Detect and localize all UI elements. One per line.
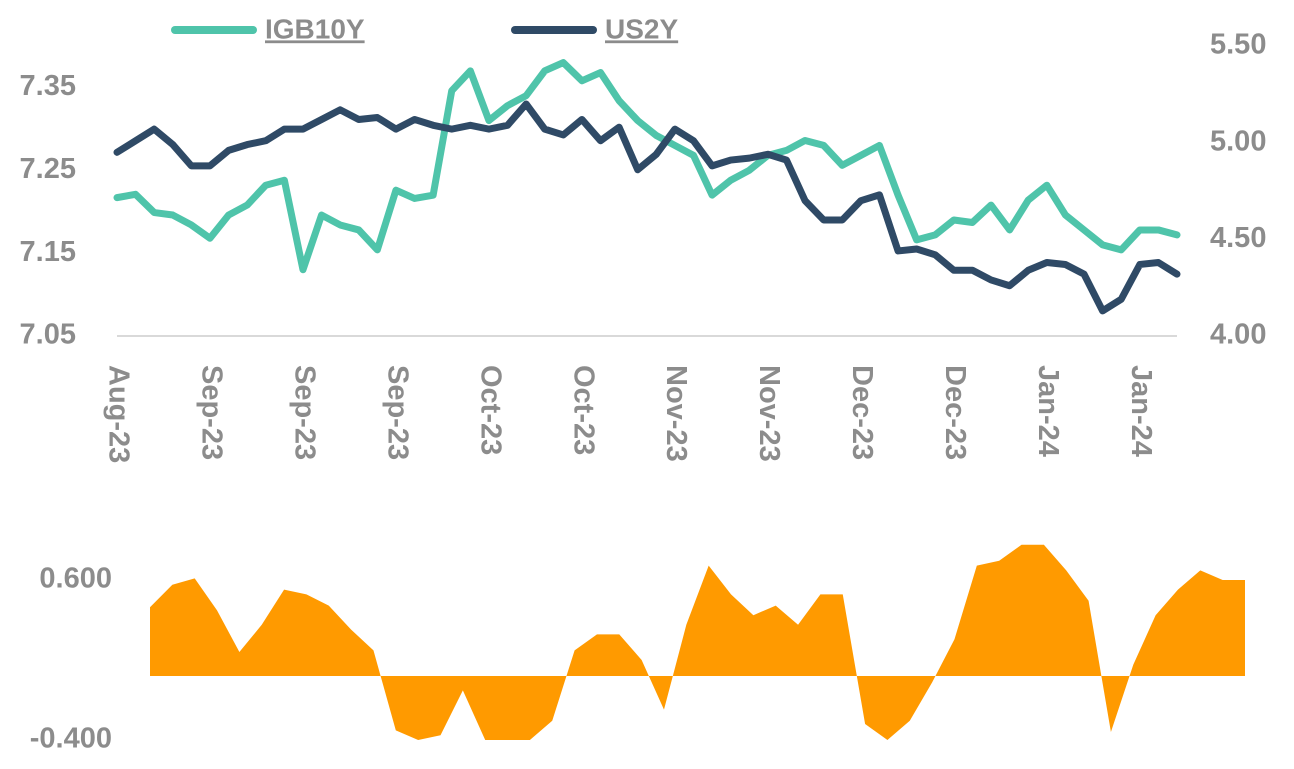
x-tick-label: Aug-23 — [102, 365, 134, 463]
legend-label: IGB10Y — [265, 13, 365, 44]
x-tick-label: Nov-23 — [753, 365, 785, 462]
y-tick-label: 7.35 — [20, 70, 76, 102]
y-tick-label: 0.600 — [39, 563, 112, 595]
x-tick-label: Sep-23 — [381, 365, 413, 460]
x-tick-label: Jan-24 — [1032, 365, 1064, 457]
y2-tick-label: 4.00 — [1210, 319, 1266, 351]
x-tick-label: Dec-23 — [846, 365, 878, 460]
y-tick-label: 7.05 — [20, 319, 76, 351]
y-tick-label: 7.25 — [20, 153, 76, 185]
x-tick-label: Sep-23 — [195, 365, 227, 460]
x-tick-label: Jan-24 — [1125, 365, 1157, 457]
x-tick-label: Oct-23 — [474, 365, 506, 455]
series-line — [113, 59, 1181, 274]
y2-tick-label: 4.50 — [1210, 222, 1266, 254]
y2-tick-label: 5.00 — [1210, 125, 1266, 157]
legend-label: US2Y — [605, 13, 678, 44]
x-tick-label: Dec-23 — [939, 365, 971, 460]
y-tick-label: -0.400 — [30, 723, 112, 755]
y2-tick-label: 5.50 — [1210, 29, 1266, 61]
x-tick-label: Sep-23 — [288, 365, 320, 460]
area — [150, 544, 1245, 740]
x-tick-label: Nov-23 — [660, 365, 692, 462]
y-tick-label: 7.15 — [20, 236, 76, 268]
x-axis-labels: Aug-23 Sep-23 Sep-23 Sep-23 Oct-23 Oct-23 Nov-… — [102, 365, 1157, 463]
x-tick-label: Oct-23 — [567, 365, 599, 455]
series-line — [113, 100, 1181, 315]
